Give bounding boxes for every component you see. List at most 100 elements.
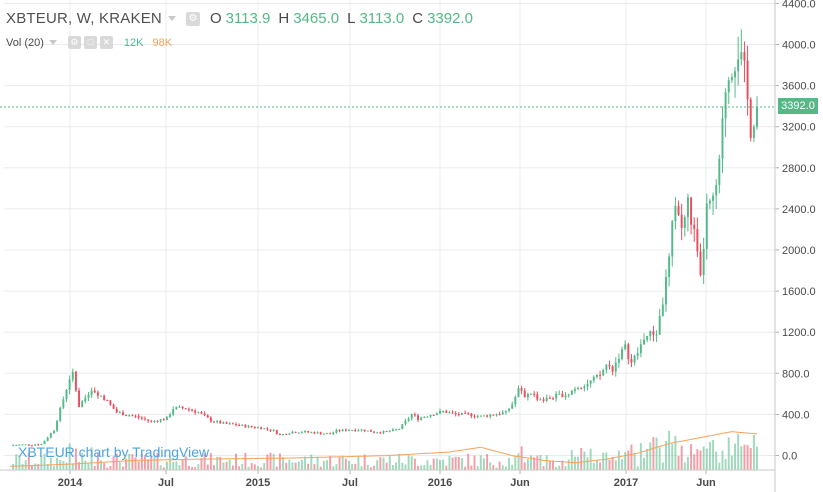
candle-body xyxy=(96,392,99,396)
x-tick-label: 2016 xyxy=(428,477,452,489)
candle-body xyxy=(542,399,545,401)
candle-body xyxy=(219,420,222,424)
candle-body xyxy=(21,444,24,446)
volume-bar xyxy=(200,458,203,470)
volume-bar xyxy=(740,446,743,470)
candle-body xyxy=(253,427,256,429)
candle-body xyxy=(90,390,93,395)
volume-bar xyxy=(743,444,746,470)
volume-bar xyxy=(439,460,441,470)
volume-bar xyxy=(21,464,24,470)
candle-body xyxy=(555,393,558,399)
candle-body xyxy=(470,413,473,417)
chart-grid xyxy=(4,0,775,470)
volume-bar xyxy=(285,462,288,470)
settings-gear-icon[interactable]: ⚙ xyxy=(185,11,200,26)
volume-bar xyxy=(184,456,187,470)
y-tick-label: 0.0 xyxy=(782,451,797,463)
volume-label[interactable]: Vol (20) xyxy=(6,36,44,49)
candle-body xyxy=(514,396,517,405)
volume-bar xyxy=(165,461,168,470)
candle-body xyxy=(43,440,46,445)
close-label: C xyxy=(412,10,424,27)
volume-remove-icon[interactable]: ✕ xyxy=(99,36,113,49)
candle-body xyxy=(699,251,702,276)
candle-body xyxy=(442,410,445,412)
candle-body xyxy=(59,407,62,421)
tradingview-watermark[interactable]: XBTEUR chart by TradingView xyxy=(18,444,210,460)
volume-bar xyxy=(696,449,699,470)
volume-bar xyxy=(263,463,266,470)
candle-body xyxy=(244,424,247,428)
x-tick-label: Jul xyxy=(158,477,174,489)
candle-body xyxy=(410,414,413,419)
volume-bar xyxy=(175,461,178,470)
candle-body xyxy=(263,428,266,430)
volume-bar xyxy=(27,453,30,470)
candle-body xyxy=(614,362,617,372)
candle-body xyxy=(272,430,275,432)
volume-bar xyxy=(410,456,413,470)
candle-body xyxy=(184,408,187,410)
candle-body xyxy=(539,399,542,401)
volume-bar xyxy=(486,454,489,470)
symbol-caret-icon[interactable] xyxy=(167,16,176,21)
candle-body xyxy=(250,426,253,428)
candle-body xyxy=(526,393,529,398)
candle-body xyxy=(564,395,567,398)
volume-caret-icon[interactable] xyxy=(48,40,57,45)
volume-bar xyxy=(586,457,589,470)
candle-body xyxy=(56,420,59,431)
candle-body xyxy=(366,430,369,432)
volume-bar xyxy=(718,462,721,470)
volume-bar xyxy=(451,457,454,470)
volume-bar xyxy=(686,456,689,470)
volume-format-icon[interactable]: □ xyxy=(83,36,97,49)
volume-bar xyxy=(724,459,727,470)
volume-bar xyxy=(194,467,197,470)
volume-bar xyxy=(473,455,476,470)
volume-bar xyxy=(599,462,602,470)
x-tick-label: Jun xyxy=(510,477,530,489)
volume-legend: Vol (20) ⚙ □ ✕ 12K 98K xyxy=(6,36,172,49)
candle-body xyxy=(225,422,228,424)
volume-settings-icon[interactable]: ⚙ xyxy=(67,36,81,49)
volume-bar xyxy=(137,461,140,470)
volume-bar xyxy=(624,452,627,470)
volume-bar xyxy=(78,462,81,470)
y-tick-label: 2800.0 xyxy=(782,163,816,175)
volume-bar xyxy=(589,448,592,470)
candle-body xyxy=(222,422,225,424)
candle-body xyxy=(652,331,655,335)
symbol-title[interactable]: XBTEUR, W, KRAKEN xyxy=(6,10,162,27)
volume-bar xyxy=(231,465,234,470)
volume-bar xyxy=(244,452,247,470)
volume-bar xyxy=(316,456,319,470)
candle-body xyxy=(586,383,589,387)
candle-body xyxy=(686,197,689,218)
volume-bar xyxy=(128,454,131,470)
candle-body xyxy=(385,430,388,432)
candle-body xyxy=(231,423,234,425)
volume-bar xyxy=(661,462,664,470)
volume-bar xyxy=(752,434,755,470)
candle-body xyxy=(702,248,705,276)
volume-bar xyxy=(172,461,175,470)
candle-body xyxy=(655,334,658,336)
candle-body xyxy=(561,393,564,398)
candle-body xyxy=(134,415,137,417)
volume-bar xyxy=(96,453,99,470)
candle-body xyxy=(46,437,49,441)
volume-bar xyxy=(401,462,404,470)
candle-body xyxy=(206,415,209,418)
volume-bar xyxy=(442,459,445,470)
candle-body xyxy=(558,393,561,395)
volume-bar xyxy=(118,462,121,470)
candle-body xyxy=(335,429,338,433)
x-tick-label: 2014 xyxy=(58,477,83,489)
candle-body xyxy=(530,393,532,395)
volume-bar xyxy=(294,462,297,470)
volume-bar xyxy=(649,442,652,470)
volume-bar xyxy=(520,446,523,470)
